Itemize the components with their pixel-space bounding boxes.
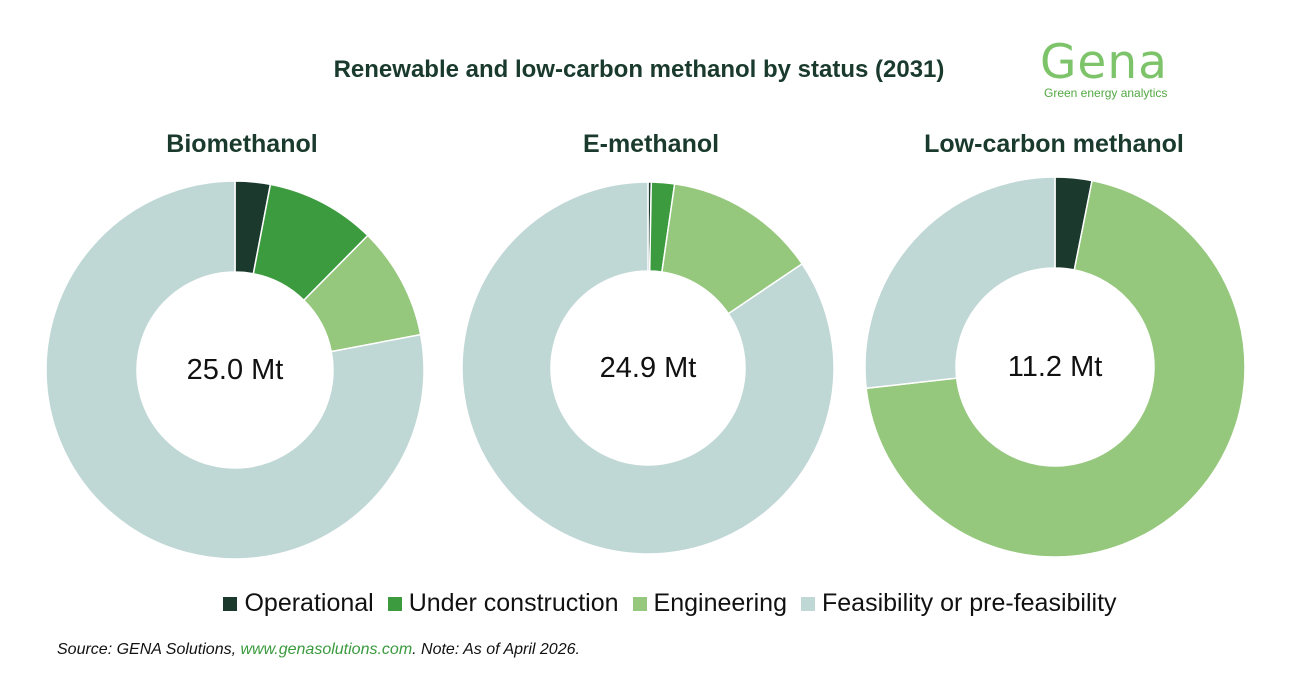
biomethanol-title: Biomethanol — [166, 130, 318, 158]
source-prefix: Source: GENA Solutions, — [57, 641, 241, 658]
chart-title: Renewable and low-carbon methanol by sta… — [333, 56, 945, 83]
logo-wordmark: Gena — [1040, 35, 1168, 90]
legend-swatch-engineering — [632, 596, 647, 611]
legend-label-operational: Operational — [244, 589, 374, 617]
slice-e-methanol-feasibility-or-pre-feasibility — [461, 181, 835, 555]
legend-swatch-under-construction — [387, 596, 402, 611]
legend-item-engineering: Engineering — [632, 589, 787, 618]
legend-label-under-construction: Under construction — [408, 589, 619, 617]
center-label-biomethanol: 25.0 Mt — [187, 354, 284, 386]
legend-label-feasibility: Feasibility or pre-feasibility — [821, 589, 1117, 617]
legend-item-operational: Operational — [223, 589, 374, 618]
slice-biomethanol-feasibility-or-pre-feasibility — [45, 180, 425, 560]
logo-tagline: Green energy analytics — [1044, 86, 1168, 100]
legend-item-feasibility: Feasibility or pre-feasibility — [800, 589, 1117, 618]
legend-item-under-construction: Under construction — [387, 589, 619, 618]
source-note: Source: GENA Solutions, www.genasolution… — [57, 641, 580, 659]
legend-swatch-feasibility — [800, 596, 815, 611]
legend: Operational Under construction Engineeri… — [0, 589, 1312, 618]
e-methanol-title: E-methanol — [582, 130, 720, 158]
legend-label-engineering: Engineering — [653, 589, 787, 617]
source-link[interactable]: www.genasolutions.com — [240, 641, 413, 658]
low-carbon-methanol-title: Low-carbon methanol — [924, 130, 1184, 158]
legend-swatch-operational — [223, 596, 238, 611]
center-label-low-carbon-methanol: 11.2 Mt — [1008, 351, 1103, 383]
center-label-e-methanol: 24.9 Mt — [600, 352, 697, 384]
slice-low-carbon-methanol-feasibility-or-pre-feasibility — [864, 176, 1056, 390]
source-suffix: . Note: As of April 2026. — [412, 641, 580, 658]
slice-low-carbon-methanol-engineering — [865, 179, 1246, 558]
gena-logo: Gena Green energy analytics — [1040, 35, 1200, 101]
